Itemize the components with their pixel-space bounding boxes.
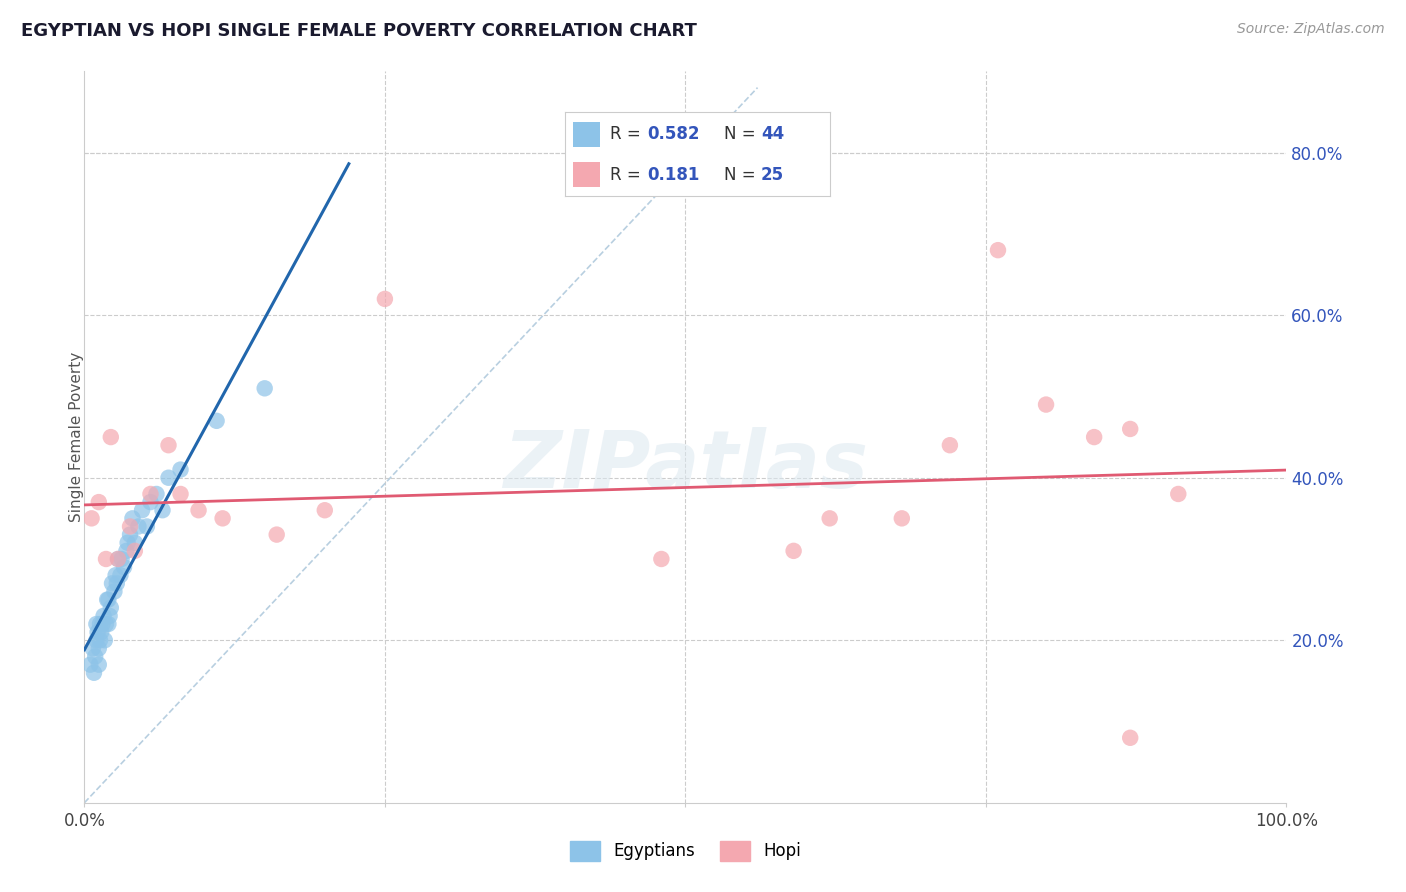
Point [111,552,134,566]
Point [131,503,153,517]
Point [107,552,129,566]
Point [169,462,191,476]
Point [314,503,336,517]
Point [211,511,233,525]
Text: N =: N = [724,166,761,184]
Point [97,592,120,607]
Point [124,535,146,549]
Point [87,657,110,672]
Point [1083,430,1105,444]
Point [89,617,111,632]
Point [118,519,141,533]
Point [104,568,127,582]
Point [86,617,108,632]
Point [96,592,118,607]
Point [987,243,1010,257]
Text: 0.582: 0.582 [647,125,700,144]
Point [97,617,120,632]
Point [110,568,132,582]
Point [157,471,180,485]
Point [818,511,841,525]
Point [124,544,146,558]
Point [1167,487,1189,501]
Point [1119,422,1142,436]
Point [374,292,396,306]
Point [87,641,110,656]
Text: R =: R = [610,125,647,144]
Point [112,560,135,574]
Text: Source: ZipAtlas.com: Source: ZipAtlas.com [1237,22,1385,37]
Point [139,495,162,509]
Point [80,511,103,525]
Point [135,519,157,533]
Point [94,617,117,632]
Point [1119,731,1142,745]
Point [152,503,174,517]
Point [101,576,124,591]
Point [91,617,114,632]
Point [1035,398,1057,412]
Point [90,625,112,640]
Point [650,552,672,566]
Point [169,487,191,501]
Point [127,519,149,533]
Point [105,576,128,591]
Bar [574,162,599,187]
Point [94,633,117,648]
Point [79,657,101,672]
Point [84,649,107,664]
Legend: Egyptians, Hopi: Egyptians, Hopi [564,834,807,868]
Point [83,665,105,680]
Point [100,430,122,444]
Point [107,552,129,566]
Point [93,608,115,623]
Point [94,552,117,566]
Text: 25: 25 [761,166,785,184]
Text: 0.181: 0.181 [647,166,700,184]
Point [117,535,139,549]
Point [87,495,110,509]
Point [103,584,125,599]
Text: 44: 44 [761,125,785,144]
Point [121,511,143,525]
Point [939,438,962,452]
Y-axis label: Single Female Poverty: Single Female Poverty [69,352,83,522]
Point [82,641,104,656]
Point [145,487,167,501]
Point [205,414,228,428]
Point [89,633,111,648]
Text: R =: R = [610,166,651,184]
Point [139,487,162,501]
Point [100,600,122,615]
Text: ZIPatlas: ZIPatlas [503,427,868,506]
Point [157,438,180,452]
Bar [574,121,599,147]
Text: EGYPTIAN VS HOPI SINGLE FEMALE POVERTY CORRELATION CHART: EGYPTIAN VS HOPI SINGLE FEMALE POVERTY C… [21,22,697,40]
Point [98,608,121,623]
Point [118,527,141,541]
Point [187,503,209,517]
Point [890,511,912,525]
Text: N =: N = [724,125,761,144]
Point [253,381,276,395]
Point [115,544,138,558]
Point [86,633,108,648]
Point [266,527,288,541]
Point [86,625,108,640]
Point [782,544,804,558]
